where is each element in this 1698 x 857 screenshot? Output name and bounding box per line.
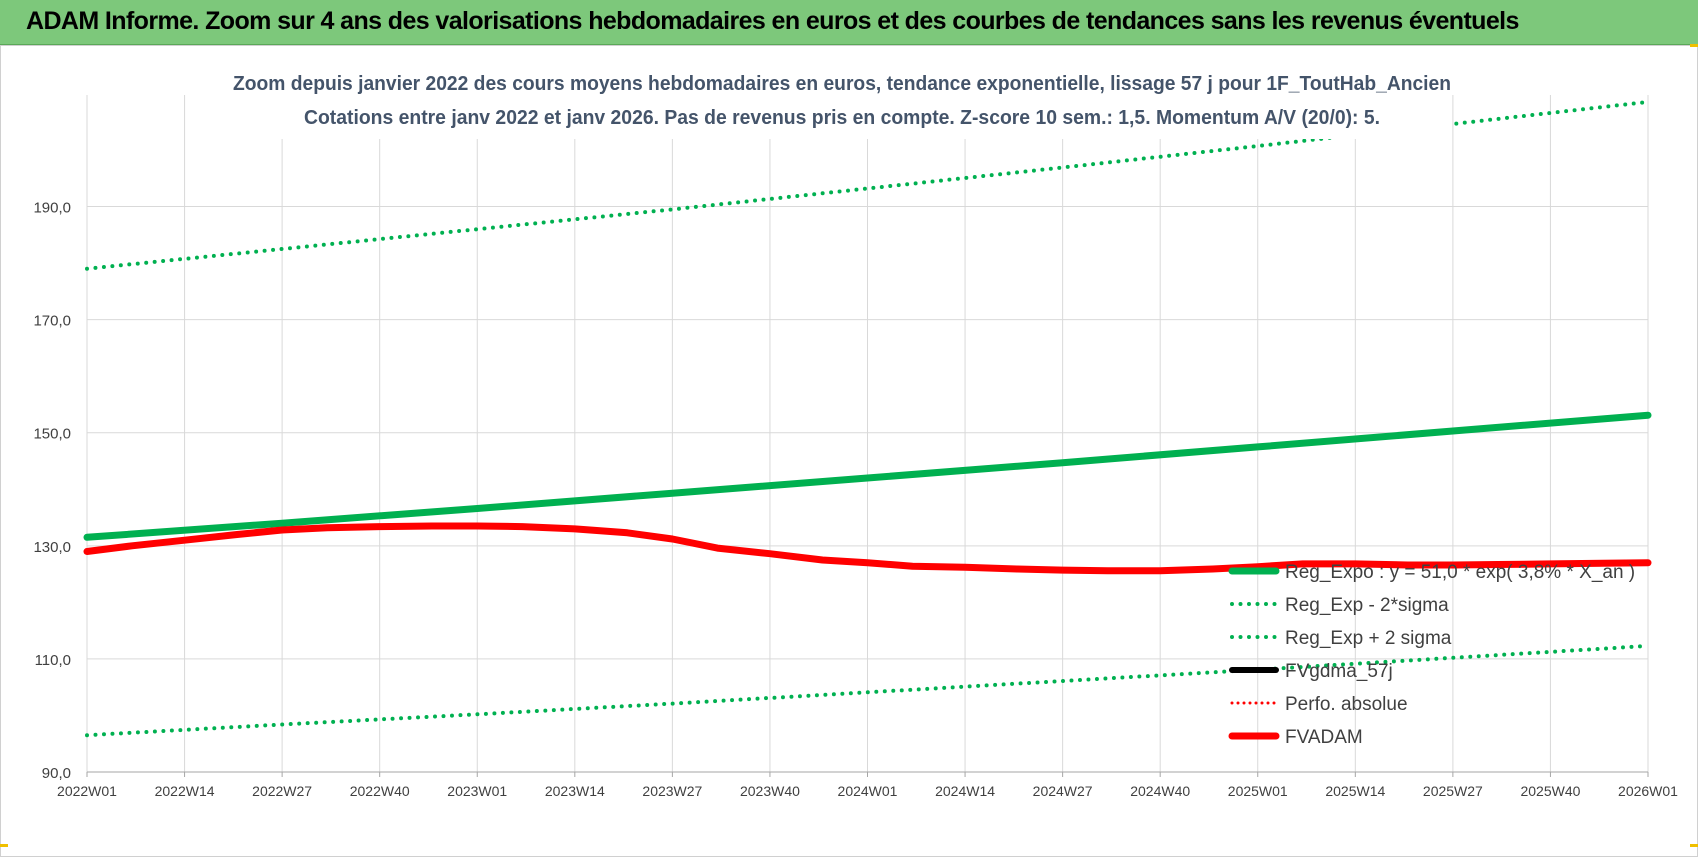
x-tick-label: 2024W40 xyxy=(1130,783,1190,799)
x-tick-label: 2023W40 xyxy=(740,783,800,799)
banner-title: ADAM Informe. Zoom sur 4 ans des valoris… xyxy=(26,7,1519,35)
x-tick-label: 2025W40 xyxy=(1520,783,1580,799)
y-tick-label: 90,0 xyxy=(42,765,71,782)
legend-label: FVgdma_57j xyxy=(1285,661,1393,682)
chart-title-line-2: Cotations entre janv 2022 et janv 2026. … xyxy=(304,107,1380,129)
x-tick-label: 2024W27 xyxy=(1033,783,1093,799)
x-tick-label: 2024W14 xyxy=(935,783,995,799)
y-tick-label: 110,0 xyxy=(35,652,71,669)
x-tick-label: 2024W01 xyxy=(838,783,898,799)
x-tick-label: 2022W14 xyxy=(155,783,215,799)
y-tick-label: 150,0 xyxy=(33,426,71,443)
x-tick-label: 2025W27 xyxy=(1423,783,1483,799)
legend-label: Perfo. absolue xyxy=(1285,694,1408,715)
y-tick-label: 190,0 xyxy=(33,200,71,217)
legend-label: Reg_Expo : y = 51,0 * exp( 3,8% * X_an ) xyxy=(1285,562,1635,583)
x-tick-label: 2022W01 xyxy=(57,783,117,799)
x-tick-label: 2025W14 xyxy=(1325,783,1385,799)
frame-corner-marker xyxy=(0,844,8,847)
x-tick-label: 2022W40 xyxy=(350,783,410,799)
legend-label: FVADAM xyxy=(1285,727,1363,748)
legend: Reg_Expo : y = 51,0 * exp( 3,8% * X_an )… xyxy=(1228,562,1635,748)
series-line-reg-exp-2-sigma xyxy=(85,643,1650,738)
frame-corner-marker xyxy=(1690,844,1698,847)
x-tick-label: 2026W01 xyxy=(1618,783,1678,799)
gridlines xyxy=(86,95,1649,773)
legend-label: Reg_Exp - 2*sigma xyxy=(1285,595,1449,616)
chart-title-background xyxy=(235,63,1450,139)
series-line-reg-expo-y-51-0-exp-3-8-x-an xyxy=(83,411,1652,541)
banner: ADAM Informe. Zoom sur 4 ans des valoris… xyxy=(0,0,1698,45)
y-tick-label: 170,0 xyxy=(33,313,71,330)
chart-title-line-1: Zoom depuis janvier 2022 des cours moyen… xyxy=(233,73,1451,95)
x-tick-label: 2025W01 xyxy=(1228,783,1288,799)
frame-corner-marker xyxy=(1690,44,1698,47)
legend-label: Reg_Exp + 2 sigma xyxy=(1285,628,1452,649)
x-tick-label: 2023W01 xyxy=(447,783,507,799)
y-tick-label: 130,0 xyxy=(33,539,71,556)
series-line-fvadam xyxy=(83,522,1652,575)
x-tick-label: 2022W27 xyxy=(252,783,312,799)
x-tick-label: 2023W14 xyxy=(545,783,605,799)
axes: 90,0 110,0 130,0 150,0 170,0 190,0 2022W01 2022… xyxy=(33,200,1678,799)
x-tick-label: 2023W27 xyxy=(642,783,702,799)
